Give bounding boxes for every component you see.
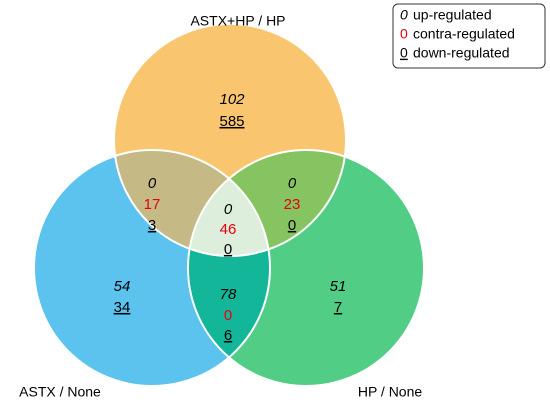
count-up: 51 — [330, 278, 347, 295]
count-down: 34 — [114, 299, 131, 316]
outline-left — [33, 149, 271, 387]
legend-text: down-regulated — [413, 45, 510, 61]
region-center — [188, 150, 270, 256]
count-down: 3 — [148, 217, 156, 234]
count-down: 6 — [224, 327, 232, 344]
set-label: ASTX+HP / HP — [190, 13, 285, 29]
count-down: 0 — [288, 217, 296, 234]
set-label: HP / None — [358, 384, 423, 400]
legend-symbol: 0 — [400, 7, 408, 23]
count-up: 54 — [114, 278, 131, 295]
count-contra: 0 — [224, 307, 232, 324]
count-down: 0 — [224, 241, 232, 258]
count-up: 78 — [220, 286, 237, 303]
count-up: 0 — [224, 201, 233, 218]
set-label: ASTX / None — [19, 384, 101, 400]
legend-text: contra-regulated — [413, 26, 515, 42]
count-up: 0 — [148, 175, 157, 192]
count-contra: 46 — [220, 221, 237, 238]
legend-symbol: 0 — [400, 26, 408, 42]
legend-symbol: 0 — [400, 45, 408, 61]
legend-text: up-regulated — [413, 7, 492, 23]
count-contra: 17 — [144, 196, 161, 213]
outline-top — [113, 23, 347, 257]
count-contra: 23 — [284, 196, 301, 213]
outline-right — [187, 149, 425, 387]
count-up: 0 — [288, 175, 297, 192]
legend-box — [392, 3, 546, 69]
count-up: 102 — [219, 91, 245, 108]
count-down: 585 — [219, 113, 244, 130]
count-down: 7 — [334, 299, 342, 316]
